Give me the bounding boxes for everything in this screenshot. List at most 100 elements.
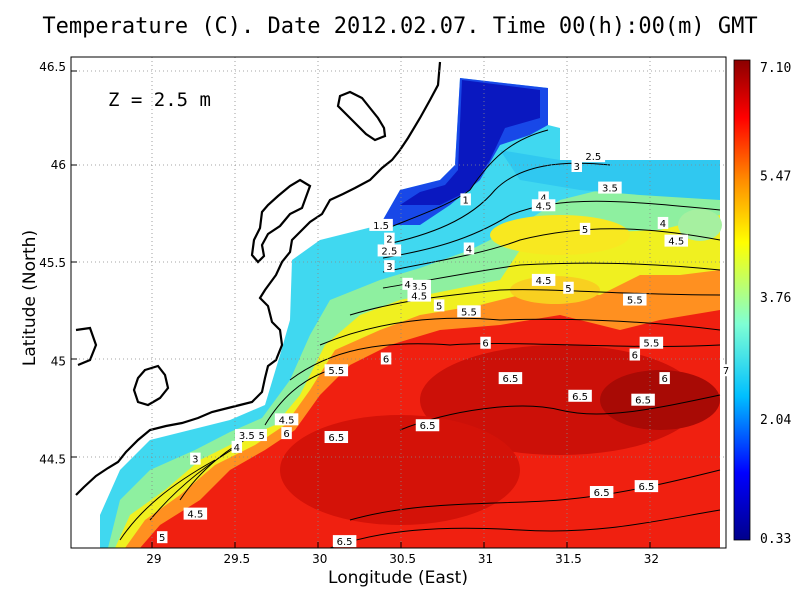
contour-label: 4 <box>660 219 666 230</box>
contour-label-box <box>623 293 647 306</box>
x-tick-label: 29.5 <box>223 552 250 566</box>
contour-label-box <box>457 305 481 318</box>
contour-label: 6 <box>632 351 638 362</box>
contour-label-box <box>538 191 549 204</box>
colorbar-tick-label: 0.33 <box>760 532 791 547</box>
contour-label-box <box>407 289 431 302</box>
contour-label-box <box>231 440 243 453</box>
contour-label-box <box>324 364 349 377</box>
contour-label-box <box>629 348 641 361</box>
contour-label-box <box>384 260 395 273</box>
contour-label-box <box>281 427 292 440</box>
contour-label-box <box>380 352 392 365</box>
contour-label-box <box>657 216 669 229</box>
contour-label: 4.5 <box>536 276 552 287</box>
contour-label-box <box>332 535 357 548</box>
contour-label: 4.5 <box>411 292 427 303</box>
colorbar-tick-label: 5.47 <box>760 170 791 185</box>
plot-frame <box>70 56 727 549</box>
x-axis-label: Longitude (East) <box>328 568 468 588</box>
x-tick-label: 29 <box>146 552 161 566</box>
colorbar-tick-label: 7.10 <box>760 61 791 76</box>
contour-label: 5 <box>259 431 265 442</box>
contour-label: 5.5 <box>328 366 344 377</box>
contour-label-box <box>568 389 592 402</box>
contour-label: 5.5 <box>627 296 643 307</box>
contour-label-box <box>581 150 606 163</box>
contour-label-box <box>639 336 664 349</box>
contour-label-box <box>598 181 622 194</box>
x-tick-label: 32 <box>644 552 659 566</box>
contour-label: 1.5 <box>373 221 389 232</box>
contour-label-box <box>664 234 689 247</box>
contour-label: 6.5 <box>594 488 610 499</box>
contour-label-box <box>324 431 349 444</box>
contour-label: 6 <box>383 354 389 365</box>
contour-label: 6.5 <box>638 482 654 493</box>
contour-label-box <box>369 218 393 231</box>
contour-label-box <box>460 193 471 206</box>
contour-label: 6.5 <box>337 537 353 548</box>
contour-label: 4.5 <box>536 201 552 212</box>
contour-label: 5 <box>582 225 588 236</box>
contour-label-box <box>256 429 267 442</box>
contour-label-box <box>531 199 556 212</box>
x-tick-label: 31 <box>478 552 493 566</box>
contour-label-box <box>498 372 523 385</box>
x-tick-label: 30 <box>312 552 327 566</box>
contour-label: 6.5 <box>420 421 436 432</box>
contour-label: 4 <box>540 193 546 204</box>
coastline <box>75 61 442 496</box>
contour-label: 3.5 <box>411 282 427 293</box>
contour-label: 2.5 <box>585 152 601 163</box>
contour-label: 6.5 <box>328 433 344 444</box>
contour-label-box <box>631 393 655 406</box>
y-tick-label: 46.5 <box>39 60 66 74</box>
colorbar-tick-label: 3.76 <box>760 291 791 306</box>
contour-label: 6 <box>283 429 289 440</box>
contour-label-box <box>563 281 574 294</box>
x-tick-label: 31.5 <box>555 552 582 566</box>
contour-label-box <box>531 273 556 286</box>
contour-label: 4 <box>466 244 472 255</box>
contour-label: 5 <box>565 284 571 295</box>
contour-label-box <box>377 244 402 257</box>
contour-label: 6 <box>661 374 667 385</box>
contour-label-box <box>433 299 445 312</box>
contour-label: 7 <box>723 366 729 377</box>
chart-title: Temperature (C). Date 2012.02.07. Time 0… <box>42 14 758 39</box>
contour-label-box <box>659 372 670 385</box>
contour-label-box <box>190 452 201 465</box>
contour-label: 6.5 <box>572 392 588 403</box>
contour-label: 6 <box>482 339 488 350</box>
contour-label: 3 <box>192 455 198 466</box>
contour-label: 2 <box>386 235 392 246</box>
contour-label-box <box>589 486 614 499</box>
contour-label: 4.5 <box>279 415 295 426</box>
y-tick-label: 45.5 <box>39 256 66 270</box>
contour-label-box <box>407 279 431 292</box>
contour-label-box <box>415 419 440 432</box>
contour-label: 5.5 <box>643 339 659 350</box>
contour-label-box <box>720 364 732 377</box>
contour-label: 4.5 <box>668 237 684 248</box>
contour-label: 4 <box>234 443 240 454</box>
contour-label-box <box>156 531 168 544</box>
contour-label-box <box>384 232 395 245</box>
depth-annotation: Z = 2.5 m <box>108 89 211 111</box>
contour-label: 5 <box>436 301 442 312</box>
contour-label: 1 <box>462 195 468 206</box>
contour-label: 3.5 <box>602 184 618 195</box>
x-tick-label: 30.5 <box>389 552 416 566</box>
y-tick-label: 44.5 <box>39 453 66 467</box>
contour-label: 5 <box>159 533 165 544</box>
contour-label: 4 <box>404 280 410 291</box>
contour-label: 5.5 <box>461 307 477 318</box>
contour-label-box <box>274 413 299 426</box>
contour-label-box <box>579 222 591 235</box>
colorbar <box>733 59 751 541</box>
contour-label: 3 <box>574 162 580 173</box>
contour-label: 3 <box>386 262 392 273</box>
contour-label-box <box>235 429 259 442</box>
